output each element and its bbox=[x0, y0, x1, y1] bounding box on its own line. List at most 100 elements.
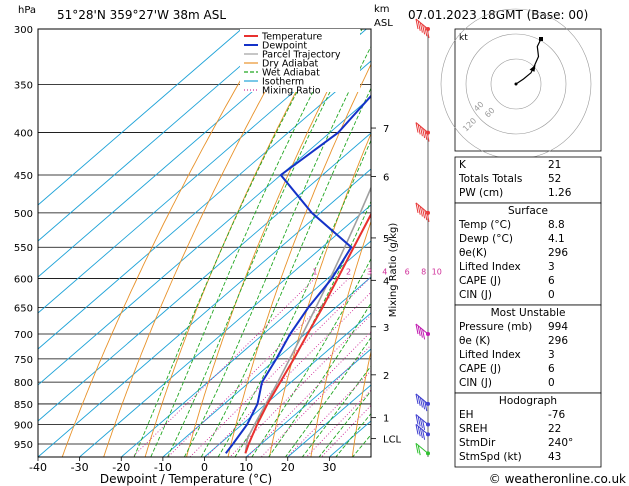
legend-label: Wet Adiabat bbox=[262, 68, 320, 79]
wet-adiabat-line bbox=[268, 302, 371, 457]
unstable-row-value: 6 bbox=[548, 363, 555, 375]
wind-barb-feather bbox=[419, 397, 423, 408]
footer-credit: © weatheronline.co.uk bbox=[489, 472, 626, 486]
mixing-ratio-label: 3 bbox=[367, 268, 372, 277]
axes: 3003504004505005506006507007508008509009… bbox=[14, 25, 402, 474]
asl-label: ASL bbox=[374, 18, 393, 29]
km-tick-label: 2 bbox=[383, 371, 389, 382]
indices-row-label: PW (cm) bbox=[459, 187, 503, 199]
dry-adiabat-line bbox=[227, 63, 371, 457]
legend-label: Dry Adiabat bbox=[262, 59, 319, 70]
pressure-tick-label: 400 bbox=[14, 129, 33, 140]
wind-barb-feather bbox=[417, 416, 421, 427]
wind-barb-feather bbox=[415, 393, 419, 405]
wind-barb bbox=[415, 323, 430, 340]
plot-frame bbox=[37, 28, 372, 458]
wet-adiabat-line bbox=[318, 390, 371, 457]
surface-row-value: 8.8 bbox=[548, 219, 565, 231]
wind-barb-feather bbox=[417, 20, 421, 31]
wind-barb-feather bbox=[424, 129, 428, 140]
wind-barb-feather bbox=[424, 210, 428, 221]
wind-barb-feather bbox=[415, 424, 419, 435]
x-tick-label: -30 bbox=[71, 461, 89, 474]
wind-barb-feather bbox=[415, 202, 419, 213]
wind-barb bbox=[415, 423, 430, 440]
dry-adiabat-line bbox=[103, 29, 301, 457]
wet-adiabat-line bbox=[150, 29, 347, 457]
dry-adiabat-line bbox=[61, 29, 271, 457]
surface-row-label: θe(K) bbox=[459, 247, 487, 259]
mixing-ratio-axis-label: Mixing Ratio (g/kg) bbox=[388, 223, 399, 318]
wind-barb-feather bbox=[419, 22, 423, 33]
pressure-tick-label: 800 bbox=[14, 378, 33, 389]
hodograph-unit: kt bbox=[459, 33, 468, 43]
wind-barb-feather bbox=[422, 24, 426, 35]
wind-barb-staff bbox=[415, 393, 429, 405]
isotherm-line bbox=[38, 29, 242, 206]
hodo_table-row-label: StmSpd (kt) bbox=[459, 451, 522, 463]
unstable-row-label: Pressure (mb) bbox=[459, 321, 532, 333]
mixing-ratio-line bbox=[260, 344, 371, 457]
pressure-tick-label: 300 bbox=[14, 25, 33, 36]
wind-barb-feather bbox=[417, 124, 421, 135]
hodo_table-row-label: StmDir bbox=[459, 437, 496, 449]
unstable-row-value: 0 bbox=[548, 377, 555, 389]
hodograph-end-marker bbox=[539, 37, 543, 41]
mixing-ratio-label: 2 bbox=[346, 268, 351, 277]
hodograph-frame bbox=[454, 28, 602, 152]
wind-barb-feather bbox=[417, 445, 421, 456]
legend-label: Parcel Trajectory bbox=[262, 50, 341, 61]
parcel-trajectory bbox=[244, 185, 371, 454]
mixing-ratio-label: 8 bbox=[421, 268, 426, 277]
unstable-row-value: 3 bbox=[548, 349, 555, 361]
surface-row-value: 4.1 bbox=[548, 233, 565, 245]
mixing-ratio-line bbox=[205, 291, 371, 457]
dry-adiabat-line bbox=[144, 29, 330, 457]
surface-row-value: 296 bbox=[548, 247, 568, 259]
x-tick-label: 30 bbox=[322, 461, 336, 474]
km-tick-label: 5 bbox=[383, 234, 389, 245]
mixing-ratio-label: 1 bbox=[312, 268, 317, 277]
hodo_table-table-frame bbox=[454, 392, 602, 468]
wind-barb-staff bbox=[415, 442, 429, 454]
hodograph-storm-marker bbox=[529, 64, 536, 72]
pressure-tick-label: 450 bbox=[14, 171, 33, 182]
km-tick-label: 6 bbox=[383, 173, 389, 184]
isotherm-line bbox=[245, 348, 371, 457]
indices-row-value: 21 bbox=[548, 159, 561, 171]
pressure-tick-label: 600 bbox=[14, 275, 33, 286]
wind-barb-staff bbox=[415, 323, 429, 335]
wind-barb-staff bbox=[415, 202, 429, 214]
temperature-profile bbox=[244, 212, 371, 454]
x-tick-label: -40 bbox=[29, 461, 47, 474]
wind-barb-feather bbox=[422, 208, 426, 219]
pressure-tick-label: 850 bbox=[14, 400, 33, 411]
surface-row-label: Dewp (°C) bbox=[459, 233, 513, 245]
pressure-tick-label: 900 bbox=[14, 421, 33, 432]
unstable-row-value: 296 bbox=[548, 335, 568, 347]
wind-barbs bbox=[415, 18, 430, 456]
wind-barb-feather bbox=[424, 401, 428, 412]
hodo_table-row-label: SREH bbox=[459, 423, 488, 435]
isotherm-line bbox=[38, 29, 325, 278]
isotherm-line bbox=[162, 276, 371, 457]
pressure-tick-label: 950 bbox=[14, 440, 33, 451]
wet-adiabat-line bbox=[200, 87, 371, 457]
wind-barb bbox=[415, 393, 430, 412]
wind-barb-staff bbox=[415, 423, 429, 435]
hodo_table-row-label: EH bbox=[459, 409, 474, 421]
indices-row-label: K bbox=[459, 159, 467, 171]
wet-adiabat-line bbox=[217, 139, 371, 457]
wind-barb-feather bbox=[422, 399, 426, 410]
km-tick-label: 3 bbox=[383, 323, 389, 334]
wind-barb-feather bbox=[415, 323, 419, 335]
hodograph-ring bbox=[490, 58, 542, 110]
hodo_table-row-value: 43 bbox=[548, 451, 561, 463]
mixing-ratio-label: 10 bbox=[432, 268, 442, 277]
dry-adiabat-line bbox=[310, 220, 371, 457]
wind-barb-feather bbox=[422, 429, 426, 440]
indices-row-label: Totals Totals bbox=[458, 173, 522, 185]
